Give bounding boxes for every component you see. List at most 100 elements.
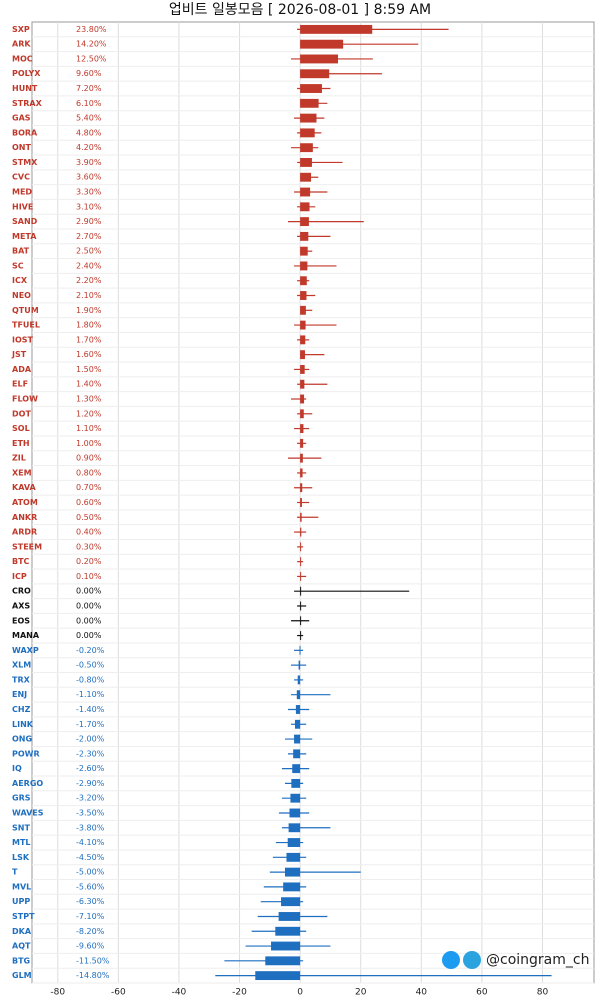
change-label: 2.10% [76,291,102,300]
body [291,778,301,788]
change-label: 1.20% [76,409,102,418]
change-label: 2.70% [76,232,102,241]
change-label: -1.70% [76,720,105,729]
x-tick-label: -80 [50,988,65,998]
ticker-label: BAT [12,247,30,256]
chart-title: 업비트 일봉모음 [ 2026-08-01 ] 8:59 AM [169,2,431,18]
change-label: -14.80% [76,971,110,980]
ticker-label: ARK [12,40,31,49]
change-label: 0.00% [76,601,102,610]
body [283,882,301,892]
ticker-label: HUNT [12,84,38,93]
change-label: -5.00% [76,868,105,877]
ticker-label: TFUEL [12,321,40,330]
change-label: -0.20% [76,646,105,655]
change-label: 1.10% [76,424,102,433]
body [300,438,304,448]
body [300,586,302,596]
body [300,172,312,182]
body [300,571,302,581]
ticker-label: MANA [12,631,40,640]
ticker-label: ARDR [12,528,37,537]
change-label: 0.50% [76,513,102,522]
body [265,956,301,966]
body [300,202,310,212]
body [300,276,307,286]
ticker-label: SXP [12,25,30,34]
body [300,187,311,197]
change-label: -11.50% [76,956,110,965]
ticker-label: MTL [12,838,31,847]
body [293,749,301,759]
telegram-icon [463,951,481,969]
body [300,305,306,315]
x-tick-label: -20 [232,988,247,998]
change-label: -2.00% [76,735,105,744]
change-label: 1.90% [76,306,102,315]
body [300,379,305,389]
change-label: -8.20% [76,927,105,936]
ticker-label: QTUM [12,306,39,315]
change-label: 3.90% [76,158,102,167]
change-label: -3.80% [76,823,105,832]
ticker-label: ONG [12,735,32,744]
change-label: 0.80% [76,468,102,477]
body [300,128,315,138]
body [300,350,305,360]
body [300,512,302,522]
body [281,897,301,907]
body [300,158,312,167]
body [278,912,301,921]
ticker-label: CVC [12,173,30,182]
ticker-label: DKA [12,927,32,936]
body [290,793,301,803]
ticker-label: ONT [12,143,31,152]
ticker-label: FLOW [12,395,38,404]
change-label: 0.90% [76,454,102,463]
ticker-label: SAND [12,217,38,226]
change-label: -4.50% [76,853,105,862]
ticker-label: BORA [12,128,38,137]
ticker-label: IOST [12,335,34,344]
change-label: 1.70% [76,335,102,344]
ticker-label: LSK [12,853,30,862]
ticker-label: XLM [12,661,31,670]
ticker-label: STMX [12,158,38,167]
ticker-label: KAVA [12,483,36,492]
change-label: -1.10% [76,690,105,699]
body [300,113,317,123]
body [300,542,302,552]
change-label: 7.20% [76,84,102,93]
ticker-label: POLYX [12,69,41,78]
body [300,616,302,626]
change-label: 0.40% [76,528,102,537]
ticker-label: SC [12,261,24,270]
change-label: 1.60% [76,350,102,359]
x-tick-label: 60 [476,988,488,998]
body [300,69,330,79]
change-label: 9.60% [76,69,102,78]
ticker-label: ICP [12,572,27,581]
change-label: 0.00% [76,631,102,640]
change-label: -3.20% [76,794,105,803]
ticker-label: GAS [12,114,31,123]
body [300,246,308,256]
body [300,527,302,537]
change-label: -2.90% [76,779,105,788]
change-label: 2.20% [76,276,102,285]
body [284,867,301,877]
ticker-label: STPT [12,912,35,921]
ticker-label: AQT [12,942,31,951]
body [300,39,344,49]
ticker-label: T [12,868,18,877]
ticker-label: SOL [12,424,30,433]
body [300,217,309,227]
body [300,231,309,241]
ticker-label: ENJ [12,690,27,699]
body [300,335,306,345]
ticker-label: STRAX [12,99,43,108]
ticker-label: WAXP [12,646,39,655]
body [287,838,301,847]
ticker-label: STEEM [12,542,42,551]
ticker-label: MOC [12,54,33,63]
